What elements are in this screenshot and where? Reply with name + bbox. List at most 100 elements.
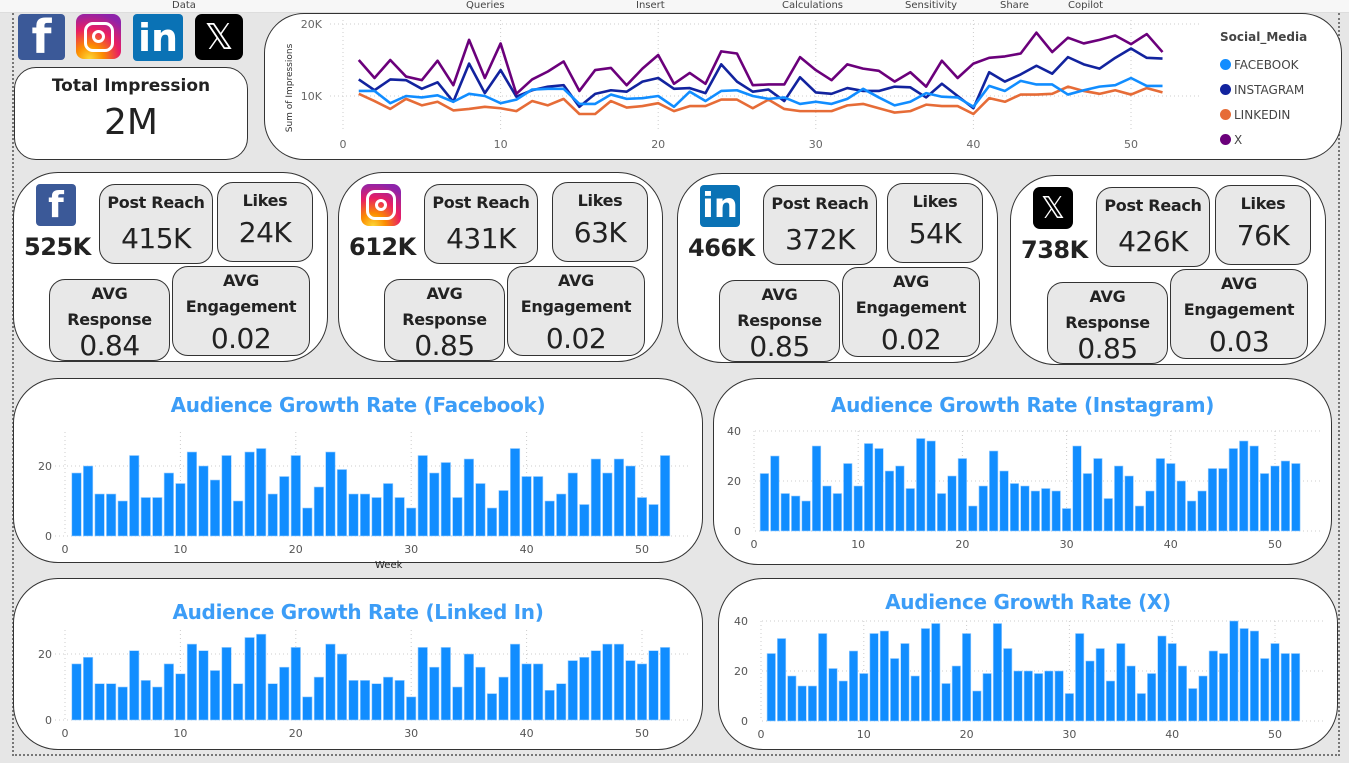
likes-label: Likes	[1240, 194, 1286, 213]
avg-response-value: 0.85	[414, 329, 475, 362]
chart-title: Audience Growth Rate (X)	[885, 590, 1171, 614]
legend-dot-icon	[1220, 84, 1231, 95]
y-axis-label: Sum of Impressions	[285, 43, 295, 132]
legend-label: LINKEDIN	[1234, 107, 1291, 122]
avg-response-box: AVG Response 0.85	[384, 279, 505, 362]
post-reach-label: Post Reach	[1104, 196, 1202, 215]
avg-response-label: Response	[402, 310, 487, 329]
ribbon-tab[interactable]: Calculations	[782, 0, 843, 11]
ribbon-tab[interactable]: Data	[172, 0, 196, 11]
x-tick-label: 0	[340, 138, 347, 151]
series-line-linkedin	[358, 85, 1163, 116]
x-logo-icon: 𝕏	[1033, 187, 1073, 229]
avg-response-box: AVG Response 0.85	[1047, 282, 1168, 365]
total-impressions-value: 525K	[24, 233, 91, 261]
avg-response-box: AVG Response 0.84	[49, 279, 170, 362]
report-canvas	[12, 13, 1340, 756]
avg-engagement-box: AVG Engagement 0.02	[507, 266, 645, 356]
x-tick-label: 10	[494, 138, 508, 151]
avg-engagement-label: Engagement	[520, 297, 632, 316]
likes-label: Likes	[912, 192, 958, 211]
likes-value: 76K	[1236, 219, 1290, 252]
post-reach-label: Post Reach	[107, 193, 205, 212]
legend-dot-icon	[1220, 134, 1231, 145]
avg-engagement-label: AVG	[558, 271, 594, 290]
post-reach-value: 415K	[121, 222, 191, 255]
ribbon-tab[interactable]: Queries	[466, 0, 505, 11]
impressions-line-chart-svg: 0 10 20 30 40 50 10K 20K Sum of Impressions	[285, 18, 1200, 151]
line-chart-legend: Social_Media FACEBOOK INSTAGRAM LINKEDIN X	[1220, 30, 1307, 152]
x-tick-label: 50	[1124, 138, 1138, 151]
avg-response-label: Response	[737, 311, 822, 330]
legend-item[interactable]: LINKEDIN	[1220, 102, 1307, 127]
likes-value: 54K	[908, 217, 962, 250]
instagram-kpi-card: 612K Post Reach 431K Likes 63K AVG Respo…	[338, 172, 663, 362]
avg-response-label: AVG	[426, 284, 463, 303]
x-tick-label: 20	[651, 138, 665, 151]
legend-dot-icon	[1220, 59, 1231, 70]
legend-item[interactable]: INSTAGRAM	[1220, 77, 1307, 102]
avg-engagement-box: AVG Engagement 0.02	[172, 266, 310, 356]
avg-engagement-value: 0.03	[1208, 325, 1270, 358]
post-reach-box: Post Reach 415K	[99, 184, 213, 264]
avg-response-value: 0.84	[79, 329, 140, 362]
avg-engagement-label: AVG	[1221, 274, 1257, 293]
facebook-growth-card[interactable]: Audience Growth Rate (Facebook)	[13, 378, 703, 563]
x-logo-icon: 𝕏	[195, 14, 243, 60]
legend-label: X	[1234, 132, 1243, 147]
chart-title: Audience Growth Rate (Instagram)	[830, 393, 1215, 417]
avg-response-label: Response	[67, 310, 152, 329]
linkedin-growth-card[interactable]: Audience Growth Rate (Linked In)	[13, 578, 703, 750]
post-reach-box: Post Reach 372K	[763, 185, 877, 265]
avg-response-label: AVG	[91, 284, 128, 303]
avg-engagement-label: AVG	[223, 271, 259, 290]
linkedin-logo-icon: in	[700, 185, 740, 227]
avg-response-value: 0.85	[1077, 332, 1138, 365]
total-impressions-value: 738K	[1021, 236, 1088, 264]
ribbon-tab[interactable]: Insert	[636, 0, 665, 11]
ribbon: Data Queries Insert Calculations Sensiti…	[0, 0, 1349, 13]
linkedin-kpi-card: in 466K Post Reach 372K Likes 54K AVG Re…	[677, 173, 998, 363]
series-line-x	[357, 31, 1164, 96]
x-kpi-card: 𝕏 738K Post Reach 426K Likes 76K AVG Res…	[1010, 175, 1326, 365]
post-reach-label: Post Reach	[432, 193, 530, 212]
y-tick-label: 10K	[301, 90, 323, 103]
legend-label: INSTAGRAM	[1234, 82, 1305, 97]
likes-box: Likes 76K	[1215, 185, 1311, 265]
legend-dot-icon	[1220, 109, 1231, 120]
avg-engagement-label: Engagement	[185, 297, 297, 316]
instagram-growth-card[interactable]: Audience Growth Rate (Instagram)	[713, 378, 1332, 565]
likes-value: 63K	[573, 216, 627, 249]
total-impression-card: Total Impression 2M	[14, 67, 248, 160]
total-impression-value: 2M	[104, 102, 158, 143]
avg-engagement-value: 0.02	[545, 322, 607, 355]
avg-engagement-label: Engagement	[1183, 300, 1295, 319]
x-growth-card[interactable]: Audience Growth Rate (X)	[718, 578, 1338, 750]
chart-title: Audience Growth Rate (Facebook)	[170, 393, 546, 417]
post-reach-value: 372K	[785, 223, 855, 256]
legend-item[interactable]: X	[1220, 127, 1307, 152]
instagram-logo-icon	[76, 14, 121, 59]
likes-value: 24K	[238, 216, 292, 249]
post-reach-value: 426K	[1118, 225, 1188, 258]
y-tick-label: 20K	[301, 18, 323, 31]
post-reach-box: Post Reach 426K	[1096, 187, 1210, 267]
avg-engagement-value: 0.02	[210, 322, 272, 355]
linkedin-logo-icon: in	[133, 14, 183, 61]
avg-engagement-label: AVG	[893, 272, 929, 291]
ribbon-tab[interactable]: Copilot	[1068, 0, 1104, 11]
ribbon-tab[interactable]: Share	[1000, 0, 1029, 11]
avg-engagement-box: AVG Engagement 0.03	[1170, 269, 1308, 359]
total-impressions-value: 466K	[688, 234, 755, 262]
post-reach-box: Post Reach 431K	[424, 184, 538, 264]
avg-response-label: Response	[1065, 313, 1150, 332]
ribbon-tab[interactable]: Sensitivity	[905, 0, 958, 11]
post-reach-label: Post Reach	[771, 194, 869, 213]
legend-label: FACEBOOK	[1234, 57, 1299, 72]
total-impressions-value: 612K	[349, 233, 416, 261]
legend-title: Social_Media	[1220, 30, 1308, 44]
legend-item[interactable]: FACEBOOK	[1220, 52, 1307, 77]
avg-engagement-box: AVG Engagement 0.02	[842, 267, 980, 357]
instagram-logo-icon	[361, 184, 401, 226]
x-axis-label: Week	[375, 560, 403, 571]
